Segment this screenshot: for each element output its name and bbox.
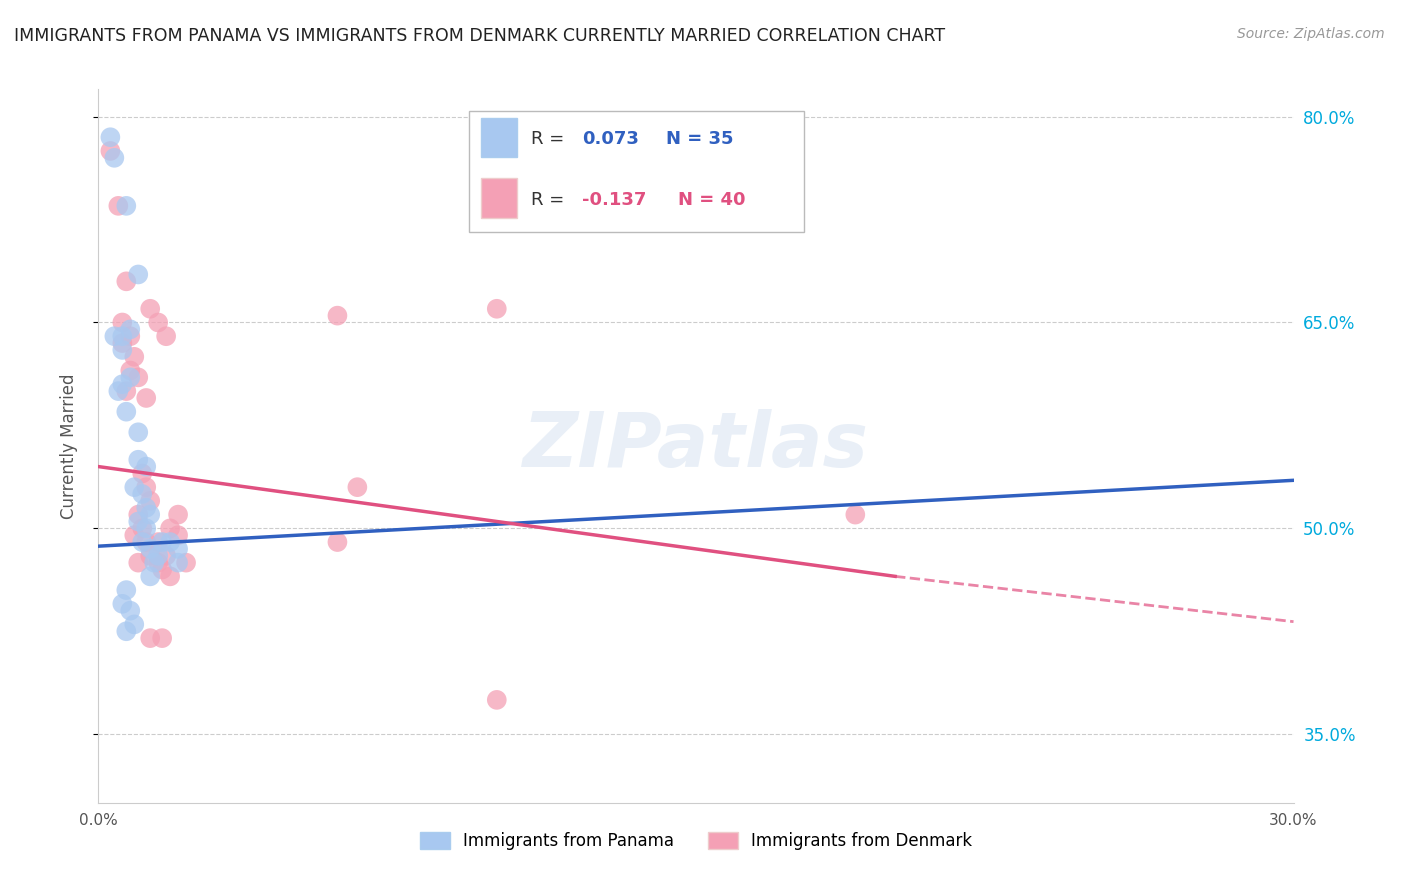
Point [135,391,157,405]
Point [155,549,177,563]
Point [167,556,190,570]
Point [120,322,142,336]
Point [346,480,368,494]
Point [485,301,508,316]
Point [135,480,157,494]
FancyBboxPatch shape [470,111,804,232]
Point [120,604,142,618]
Point [131,521,153,535]
Point [115,384,138,398]
Point [124,528,146,542]
Point [139,508,162,522]
Point [143,556,166,570]
Point [159,535,181,549]
Text: N = 40: N = 40 [678,191,745,209]
Point [326,535,349,549]
Point [127,556,149,570]
FancyBboxPatch shape [481,118,517,157]
Point [485,693,508,707]
Legend: Immigrants from Panama, Immigrants from Denmark: Immigrants from Panama, Immigrants from … [412,824,980,859]
Point [111,597,134,611]
Point [124,350,146,364]
Point [103,329,125,343]
Point [167,508,190,522]
Point [135,521,157,535]
Text: Source: ZipAtlas.com: Source: ZipAtlas.com [1237,27,1385,41]
Point [111,336,134,351]
Text: -0.137: -0.137 [582,191,647,209]
Point [139,301,162,316]
Point [155,329,177,343]
Point [115,199,138,213]
Point [115,583,138,598]
Point [167,541,190,556]
Text: N = 35: N = 35 [666,130,734,148]
Point [127,268,149,282]
Point [174,556,197,570]
Y-axis label: Currently Married: Currently Married [59,373,77,519]
Point [150,631,173,645]
Text: ZIPatlas: ZIPatlas [523,409,869,483]
Text: R =: R = [531,191,569,209]
Point [148,556,170,570]
Text: R =: R = [531,130,569,148]
Point [135,459,157,474]
Point [124,480,146,494]
Point [120,370,142,384]
Point [115,624,138,639]
Point [159,569,181,583]
Point [148,549,170,563]
Point [326,309,349,323]
Point [139,549,162,563]
Point [150,562,173,576]
FancyBboxPatch shape [481,178,517,218]
Point [111,329,134,343]
Text: IMMIGRANTS FROM PANAMA VS IMMIGRANTS FROM DENMARK CURRENTLY MARRIED CORRELATION : IMMIGRANTS FROM PANAMA VS IMMIGRANTS FRO… [14,27,945,45]
Point [115,405,138,419]
Point [135,500,157,515]
Point [107,384,129,398]
Point [159,521,181,535]
Text: 0.073: 0.073 [582,130,640,148]
Point [120,363,142,377]
Point [98,130,122,145]
Point [150,535,173,549]
Point [103,151,125,165]
Point [124,617,146,632]
Point [111,343,134,357]
Point [111,377,134,392]
Point [127,452,149,467]
Point [120,329,142,343]
Point [107,199,129,213]
Point [139,569,162,583]
Point [148,535,170,549]
Point [115,274,138,288]
Point [98,144,122,158]
Point [111,316,134,330]
Point [131,535,153,549]
Point [139,631,162,645]
Point [139,541,162,556]
Point [127,508,149,522]
Point [127,370,149,384]
Point [148,316,170,330]
Point [131,467,153,481]
Point [127,515,149,529]
Point [127,425,149,440]
Point [167,528,190,542]
Point [135,535,157,549]
Point [131,487,153,501]
Point [139,494,162,508]
Point [844,508,866,522]
